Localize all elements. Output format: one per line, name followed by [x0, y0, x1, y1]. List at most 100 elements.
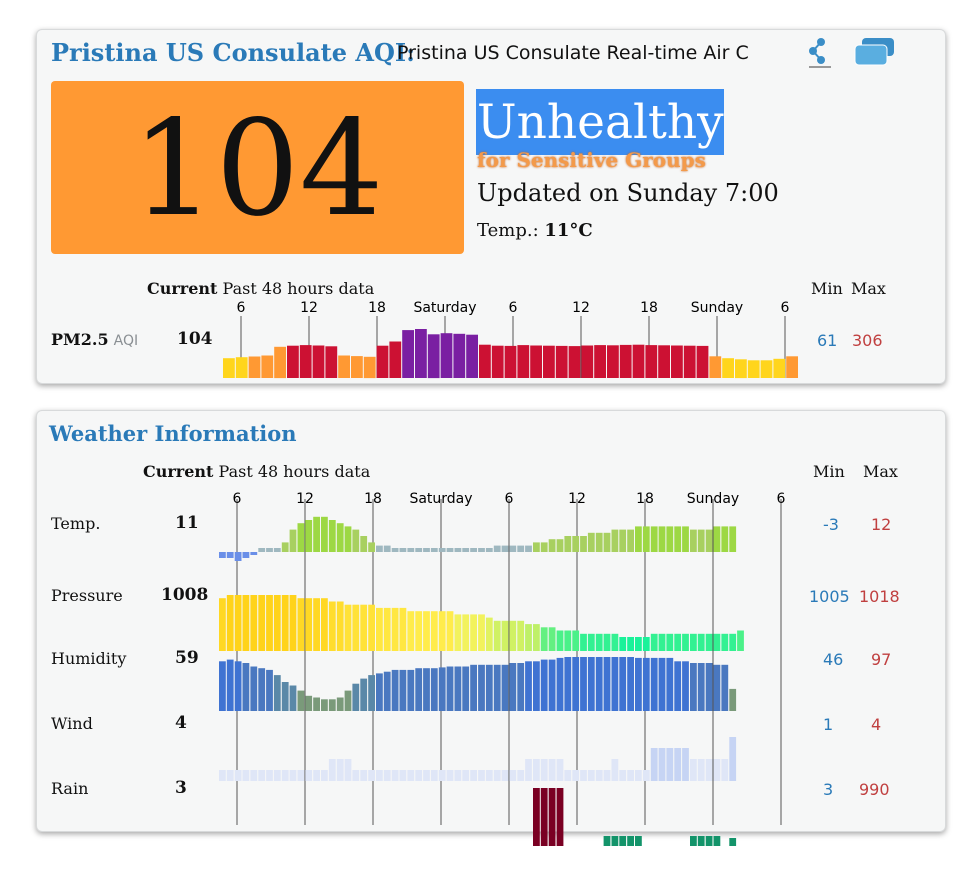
- wx-bar-wind: [234, 770, 242, 781]
- aqi-bar: [261, 355, 274, 378]
- wx-bar-humidity: [478, 664, 485, 711]
- updated-time: Updated on Sunday 7:00: [477, 179, 779, 207]
- wx-row-max-temp: 12: [871, 515, 892, 534]
- aqi-bar: [402, 330, 414, 378]
- multi-window-icon[interactable]: [854, 38, 896, 66]
- wx-bar-temp: [603, 532, 611, 552]
- weather-card: Weather Information Current Past 48 hour…: [36, 410, 946, 846]
- wx-bar-rain: [540, 788, 548, 846]
- wx-bar-wind: [595, 770, 603, 781]
- wx-bar-temp: [548, 539, 556, 552]
- wx-bar-humidity: [587, 657, 595, 711]
- wx-bar-humidity: [635, 657, 642, 711]
- wx-bar-pressure: [281, 595, 289, 651]
- aqi-bar: [453, 333, 466, 378]
- wx-bar-temp: [572, 536, 580, 552]
- wx-bar-humidity: [376, 673, 383, 711]
- aqi-bar: [325, 346, 338, 378]
- wx-bar-rain: [635, 836, 642, 846]
- wx-bar-pressure: [462, 614, 470, 651]
- wx-bar-pressure: [344, 604, 352, 651]
- wx-row-label-rain: Rain: [51, 779, 89, 798]
- wx-bar-temp: [580, 536, 587, 552]
- aqi-bar: [543, 345, 555, 378]
- wx-bar-pressure: [305, 598, 313, 651]
- aqi-bar: [619, 344, 632, 378]
- aqi-tick-label: 12: [572, 300, 590, 316]
- wx-bar-humidity: [219, 661, 226, 711]
- wx-row-label-wind: Wind: [51, 714, 93, 733]
- pm25-max: 306: [852, 331, 883, 350]
- wx-bar-temp: [273, 548, 281, 552]
- wx-bar-wind: [407, 770, 415, 781]
- wx-bar-humidity: [580, 657, 587, 711]
- wx-bar-temp: [721, 526, 729, 552]
- wx-row-max-humidity: 97: [871, 650, 892, 669]
- wx-bar-temp: [328, 520, 336, 552]
- wx-bar-pressure: [690, 633, 697, 651]
- wx-bar-wind: [548, 759, 556, 781]
- wx-bar-humidity: [360, 678, 368, 711]
- station-title[interactable]: Pristina US Consulate AQI:: [51, 38, 416, 67]
- wx-bar-pressure: [242, 595, 250, 651]
- wx-bar-temp: [666, 526, 674, 552]
- wx-bar-humidity: [572, 657, 580, 711]
- wx-bar-wind: [446, 770, 454, 781]
- wx-bar-humidity: [619, 657, 627, 711]
- wx-bar-pressure: [666, 633, 674, 651]
- max-header: Max: [851, 279, 886, 298]
- wx-tick-label: 18: [636, 491, 654, 507]
- aqi-bar: [773, 358, 786, 378]
- wx-bar-temp: [281, 542, 289, 552]
- wx-bar-wind: [297, 770, 305, 781]
- wx-bar-temp: [525, 545, 532, 552]
- wx-bar-wind: [666, 748, 674, 781]
- aqi-tick-label: Sunday: [691, 300, 743, 316]
- wx-bar-humidity: [234, 661, 242, 711]
- wx-bar-humidity: [556, 657, 564, 711]
- wx-bar-pressure: [446, 611, 454, 651]
- wx-row-label-pressure: Pressure: [51, 586, 123, 605]
- aqi-tick-label: 6: [509, 300, 518, 316]
- wx-bar-temp: [642, 526, 650, 552]
- wx-bar-pressure: [297, 598, 305, 651]
- wx-row-max-pressure: 1018: [859, 587, 900, 606]
- wx-bar-humidity: [650, 657, 658, 711]
- aqi-bar: [568, 346, 581, 378]
- aqi-tick-label: 18: [640, 300, 658, 316]
- wx-bar-wind: [376, 770, 383, 781]
- aqi-bar: [555, 345, 568, 378]
- wx-bar-rain: [713, 836, 721, 846]
- wx-bar-humidity: [454, 666, 462, 711]
- wx-bar-pressure: [258, 595, 266, 651]
- wx-bar-pressure: [407, 611, 415, 651]
- aqi-bar: [338, 355, 350, 378]
- wx-bar-pressure: [321, 598, 328, 651]
- wx-bar-humidity: [611, 657, 619, 711]
- aqi-bar: [415, 329, 427, 378]
- wx-bar-temp: [690, 529, 697, 552]
- aqi-bar: [709, 356, 722, 378]
- share-icon[interactable]: [805, 34, 835, 70]
- aqi-bar: [491, 345, 504, 378]
- aqi-card: Pristina US Consulate AQI: Pristina US C…: [36, 29, 946, 384]
- wx-bar-wind: [627, 770, 634, 781]
- wx-bar-rain: [548, 788, 556, 846]
- wx-bar-temp: [446, 548, 454, 552]
- wx-bar-pressure: [485, 617, 493, 651]
- wx-bar-temp: [423, 548, 430, 552]
- pm25-name: PM2.5: [51, 330, 109, 349]
- wx-bar-pressure: [336, 601, 344, 651]
- wx-bar-pressure: [729, 633, 737, 651]
- aqi-bar: [351, 356, 363, 378]
- wx-bar-pressure: [572, 630, 580, 651]
- wx-bar-pressure: [478, 614, 485, 651]
- wx-bar-humidity: [391, 669, 399, 711]
- wx-bar-temp: [509, 545, 517, 552]
- wx-bar-wind: [313, 770, 320, 781]
- wx-bar-humidity: [697, 663, 705, 711]
- wx-bar-pressure: [533, 624, 540, 651]
- wx-bar-rain: [697, 836, 705, 846]
- wx-bar-pressure: [273, 595, 281, 651]
- wx-bar-wind: [650, 748, 658, 781]
